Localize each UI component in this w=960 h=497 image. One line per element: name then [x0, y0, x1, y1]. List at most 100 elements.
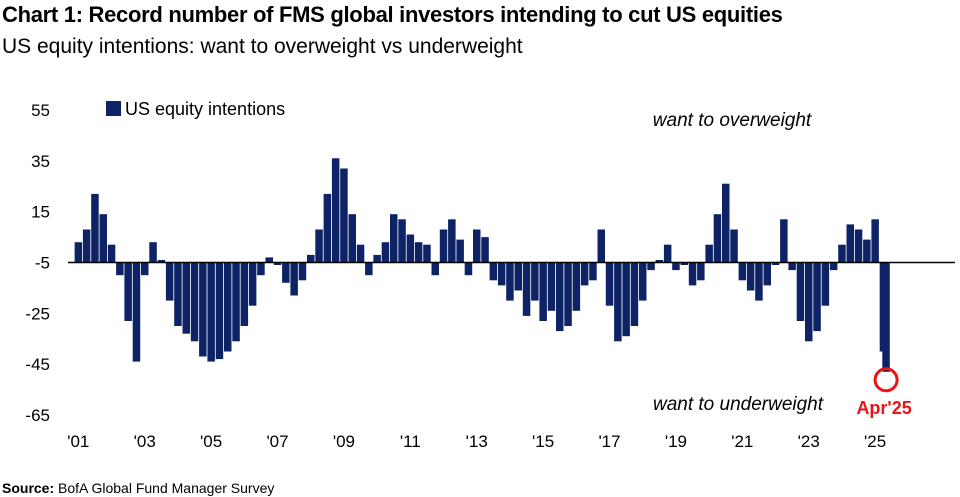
bar: [190, 262, 199, 342]
bar: [174, 262, 182, 326]
bar: [680, 262, 688, 265]
bar-series: [74, 158, 890, 372]
bar: [713, 214, 722, 263]
bar: [614, 262, 622, 342]
bar: [365, 262, 373, 276]
y-axis-tick-labels: 55 35 15 -5 -25 -45 -65: [25, 101, 50, 425]
bar: [157, 260, 166, 263]
bar: [257, 262, 265, 276]
x-tick-label: '05: [200, 432, 222, 451]
x-tick-label: '07: [266, 432, 288, 451]
y-tick-label: -25: [25, 304, 50, 323]
bar: [107, 244, 116, 263]
bar: [99, 214, 107, 263]
bar: [141, 262, 149, 276]
bar: [863, 239, 871, 263]
bar: [273, 262, 282, 265]
source-note: Source: BofA Global Fund Manager Survey: [2, 480, 274, 496]
bar: [307, 254, 315, 263]
bar: [572, 262, 581, 311]
bar: [672, 262, 680, 271]
x-tick-label: '17: [598, 432, 620, 451]
bar: [331, 158, 340, 263]
bar: [265, 257, 273, 263]
bar: [298, 262, 307, 281]
bar: [622, 262, 630, 337]
bar: [514, 262, 522, 291]
bar: [82, 229, 91, 263]
bar: [605, 262, 614, 306]
bar: [771, 262, 780, 265]
x-tick-label: '19: [665, 432, 687, 451]
bar: [91, 193, 99, 263]
chart-title: Chart 1: Record number of FMS global inv…: [2, 2, 783, 27]
bar: [406, 234, 415, 263]
bar: [589, 262, 597, 281]
x-tick-label: '09: [333, 432, 355, 451]
bar: [688, 262, 697, 286]
bar: [763, 262, 771, 286]
y-tick-label: 55: [31, 101, 50, 120]
bar: [340, 168, 348, 263]
bar: [871, 219, 879, 263]
bar: [705, 244, 713, 263]
chart-subtitle: US equity intentions: want to overweight…: [2, 35, 523, 58]
bar: [116, 262, 124, 276]
bar: [414, 242, 423, 263]
bar: [448, 219, 456, 263]
bar: [373, 254, 381, 263]
bar: [564, 262, 572, 326]
legend-swatch: [106, 101, 121, 116]
y-tick-label: -45: [25, 355, 50, 374]
bar: [639, 262, 647, 301]
bar: [199, 262, 207, 357]
bar: [697, 262, 705, 281]
y-tick-label: -5: [35, 254, 50, 273]
y-tick-label: -65: [25, 406, 50, 425]
bar: [282, 262, 290, 283]
x-tick-label: '03: [134, 432, 156, 451]
bar: [132, 262, 141, 362]
x-tick-label: '13: [466, 432, 488, 451]
bar: [630, 262, 639, 326]
bar: [489, 262, 498, 281]
bar: [755, 262, 763, 301]
source-label: Source:: [2, 480, 55, 496]
bar: [556, 262, 564, 332]
bar: [390, 214, 398, 263]
x-tick-label: '15: [532, 432, 554, 451]
x-tick-label: '25: [864, 432, 886, 451]
bar: [165, 262, 174, 301]
bar: [215, 262, 224, 360]
bar: [149, 242, 157, 263]
x-tick-label: '21: [731, 432, 753, 451]
bar: [473, 229, 481, 263]
bar: [381, 242, 390, 263]
bar: [813, 262, 821, 332]
bar: [356, 244, 365, 263]
bar: [722, 183, 730, 263]
y-tick-label: 35: [31, 152, 50, 171]
bar: [232, 262, 240, 342]
bar: [456, 239, 464, 263]
bar: [829, 262, 838, 271]
bar: [663, 244, 672, 263]
bar: [182, 262, 190, 334]
bar: [323, 193, 332, 263]
bar: [522, 262, 531, 316]
bar: [398, 219, 406, 263]
bar: [780, 219, 788, 263]
x-tick-label: '11: [400, 432, 421, 451]
bar: [805, 262, 813, 342]
x-tick-label: '23: [798, 432, 820, 451]
bar: [506, 262, 514, 301]
bar: [788, 262, 796, 271]
bar: [124, 262, 132, 321]
bar: [74, 242, 83, 263]
bar: [580, 262, 589, 286]
bar: [796, 262, 805, 321]
callout-circle: [873, 367, 899, 393]
legend-label: US equity intentions: [125, 99, 285, 119]
bar: [597, 229, 605, 263]
